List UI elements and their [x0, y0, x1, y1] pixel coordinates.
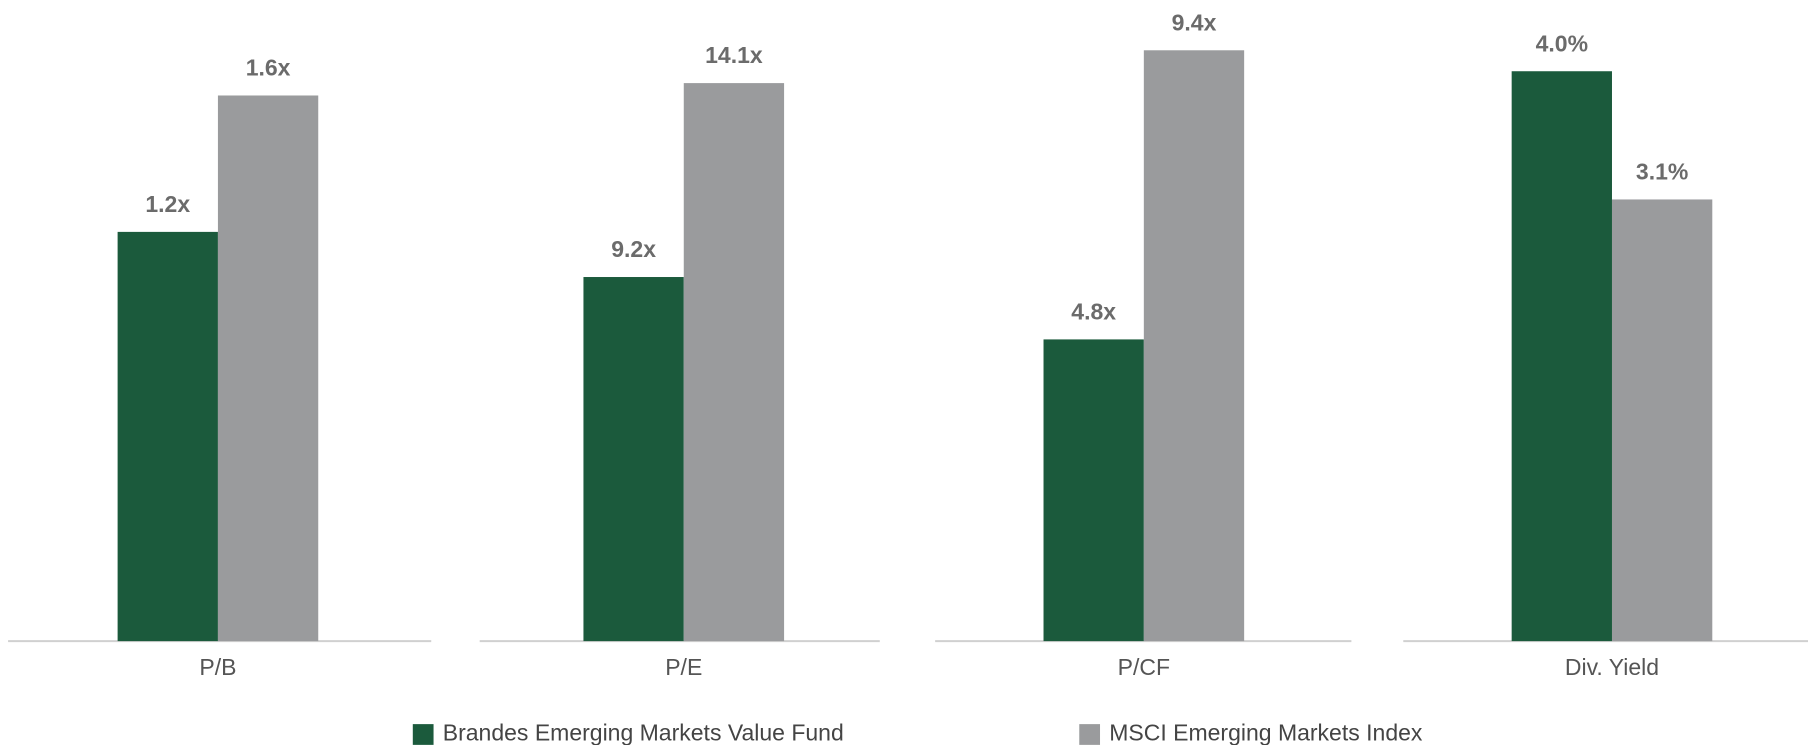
data-label: 3.1%: [1636, 159, 1688, 185]
data-label: 9.2x: [611, 236, 656, 262]
legend-label: MSCI Emerging Markets Index: [1109, 720, 1423, 745]
bar: [1143, 50, 1245, 642]
bar: [1043, 339, 1144, 642]
x-tick-label: Div. Yield: [1565, 654, 1659, 680]
bar: [583, 277, 684, 642]
legend-swatch: [412, 724, 434, 745]
bar: [117, 231, 218, 642]
bar: [217, 95, 319, 642]
data-label: 9.4x: [1172, 9, 1217, 35]
data-label: 14.1x: [705, 42, 763, 68]
x-tick-label: P/CF: [1118, 654, 1170, 680]
legend-label: Brandes Emerging Markets Value Fund: [443, 720, 844, 745]
data-label: 1.6x: [246, 55, 291, 81]
x-tick-label: P/B: [199, 654, 236, 680]
x-tick-label: P/E: [665, 654, 702, 680]
bar: [1611, 199, 1713, 642]
data-label: 4.0%: [1536, 30, 1588, 56]
legend-swatch: [1079, 724, 1101, 745]
data-label: 4.8x: [1071, 298, 1116, 324]
data-label: 1.2x: [145, 191, 190, 217]
bar: [683, 83, 785, 642]
bar: [1511, 71, 1612, 642]
